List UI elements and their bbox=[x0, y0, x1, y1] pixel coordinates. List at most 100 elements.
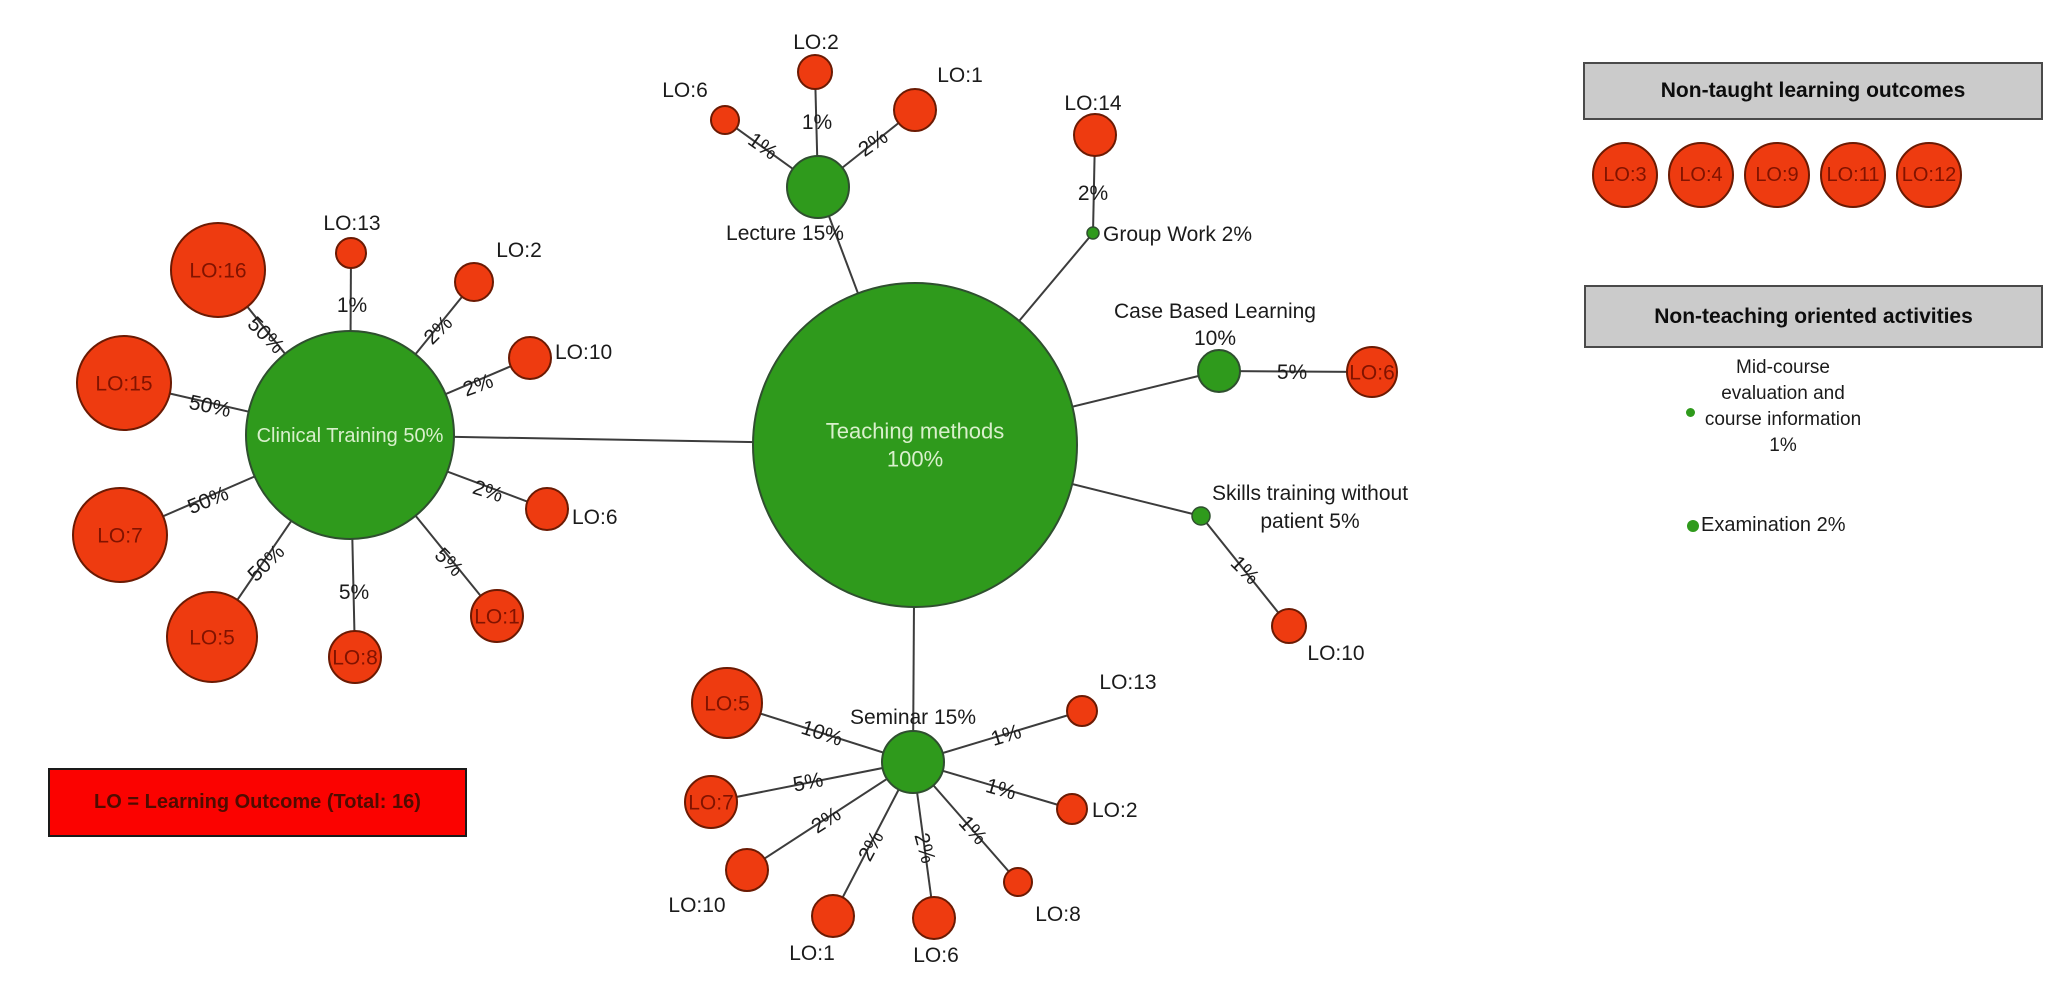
link-seminar-sem_lo7 bbox=[710, 761, 914, 803]
node-label-cli_lo5: LO:5 bbox=[189, 626, 235, 649]
non-teaching-header: Non-teaching oriented activities bbox=[1584, 285, 2043, 348]
node-label-skills: Skills training without patient 5% bbox=[1212, 482, 1408, 533]
node-label-cli_lo1: LO:1 bbox=[474, 605, 520, 628]
svg-text:1%: 1% bbox=[1226, 551, 1264, 589]
node-label-lecture: Lecture 15% bbox=[726, 222, 844, 245]
svg-text:5%: 5% bbox=[1277, 361, 1307, 384]
node-label-cli_lo6: LO:6 bbox=[572, 506, 618, 529]
outcome-node-cli_lo16 bbox=[170, 222, 266, 318]
svg-text:1%: 1% bbox=[802, 111, 832, 134]
legend-box: LO = Learning Outcome (Total: 16) bbox=[48, 768, 467, 837]
method-node-groupwork bbox=[1086, 226, 1100, 240]
non-taught-lo-circle: LO:3 bbox=[1592, 142, 1658, 208]
node-label-ski_lo10: LO:10 bbox=[1307, 642, 1364, 665]
outcome-node-sem_lo5 bbox=[691, 667, 763, 739]
node-label-cli_lo16: LO:16 bbox=[189, 259, 246, 282]
node-label-sem_lo8: LO:8 bbox=[1035, 903, 1081, 926]
svg-text:1%: 1% bbox=[337, 294, 367, 317]
link-label-lecture-lec_lo2: 1% bbox=[802, 111, 832, 134]
non-taught-header: Non-taught learning outcomes bbox=[1583, 62, 2043, 120]
link-label-clinical-cli_lo8: 5% bbox=[339, 581, 369, 604]
outcome-node-sem_lo8 bbox=[1003, 867, 1033, 897]
link-label-skills-ski_lo10: 1% bbox=[1226, 551, 1264, 589]
svg-text:2%: 2% bbox=[1078, 182, 1108, 205]
node-label-cli_lo13: LO:13 bbox=[323, 212, 380, 235]
link-label-clinical-cli_lo15: 50% bbox=[187, 391, 233, 422]
node-label-cli_lo2: LO:2 bbox=[496, 239, 542, 262]
outcome-node-lec_lo6 bbox=[710, 105, 740, 135]
node-label-sem_lo5: LO:5 bbox=[704, 692, 750, 715]
svg-text:50%: 50% bbox=[187, 391, 233, 422]
svg-text:1%: 1% bbox=[744, 128, 782, 164]
link-label-clinical-cli_lo1: 5% bbox=[430, 543, 468, 581]
link-label-clinical-cli_lo16: 50% bbox=[243, 312, 289, 358]
midcourse-label: Mid-course evaluation and course informa… bbox=[1704, 357, 1862, 456]
svg-text:2%: 2% bbox=[854, 125, 892, 161]
link-label-seminar-sem_lo1: 2% bbox=[854, 827, 889, 865]
outcome-node-cbl_lo6 bbox=[1346, 346, 1398, 398]
link-label-seminar-sem_lo7: 5% bbox=[791, 768, 825, 796]
node-label-lec_lo2: LO:2 bbox=[793, 31, 839, 54]
outcome-node-cli_lo8 bbox=[328, 630, 382, 684]
outcome-node-cli_lo1 bbox=[470, 589, 524, 643]
non-taught-lo-circle: LO:11 bbox=[1820, 142, 1886, 208]
non-taught-title: Non-taught learning outcomes bbox=[1660, 79, 1966, 102]
non-teaching-title: Non-teaching oriented activities bbox=[1654, 304, 1973, 328]
link-label-lecture-lec_lo1: 2% bbox=[854, 125, 892, 161]
svg-text:5%: 5% bbox=[339, 581, 369, 604]
outcome-node-cli_lo6 bbox=[525, 487, 569, 531]
svg-text:5%: 5% bbox=[430, 543, 468, 581]
node-label-sem_lo13: LO:13 bbox=[1099, 671, 1156, 694]
method-node-cbl bbox=[1197, 349, 1241, 393]
link-label-groupwork-lo14: 2% bbox=[1078, 182, 1108, 205]
outcome-node-sem_lo7 bbox=[684, 775, 738, 829]
outcome-node-cli_lo2 bbox=[454, 262, 494, 302]
node-label-lec_lo6: LO:6 bbox=[662, 79, 708, 102]
non-taught-lo-circle: LO:12 bbox=[1896, 142, 1962, 208]
outcome-node-sem_lo13 bbox=[1066, 695, 1098, 727]
node-label-sem_lo6: LO:6 bbox=[913, 944, 959, 967]
node-label-teaching: Teaching methods 100% bbox=[826, 419, 1005, 472]
svg-text:1%: 1% bbox=[983, 774, 1019, 804]
legend-text: LO = Learning Outcome (Total: 16) bbox=[94, 791, 421, 813]
non-taught-lo-circle: LO:4 bbox=[1668, 142, 1734, 208]
node-label-cbl: Case Based Learning 10% bbox=[1114, 300, 1316, 350]
nodes-layer bbox=[72, 54, 1398, 940]
svg-text:5%: 5% bbox=[791, 768, 825, 796]
node-label-lo14: LO:14 bbox=[1064, 92, 1122, 115]
outcome-node-lo14 bbox=[1073, 113, 1117, 157]
svg-text:10%: 10% bbox=[798, 716, 845, 751]
link-skills-ski_lo10 bbox=[1200, 515, 1290, 627]
svg-text:1%: 1% bbox=[988, 720, 1024, 751]
node-label-sem_lo2: LO:2 bbox=[1092, 799, 1138, 822]
method-node-clinical bbox=[245, 330, 455, 540]
link-seminar-sem_lo10 bbox=[746, 761, 914, 871]
outcome-node-ski_lo10 bbox=[1271, 608, 1307, 644]
svg-text:2%: 2% bbox=[807, 803, 845, 839]
link-label-clinical-cli_lo6: 2% bbox=[470, 476, 506, 507]
outcome-node-lec_lo2 bbox=[797, 54, 833, 90]
outcome-node-sem_lo10 bbox=[725, 848, 769, 892]
svg-text:2%: 2% bbox=[909, 830, 939, 865]
method-node-lecture bbox=[786, 155, 850, 219]
non-taught-lo-circle: LO:9 bbox=[1744, 142, 1810, 208]
outcome-node-lec_lo1 bbox=[893, 88, 937, 132]
node-label-sem_lo10: LO:10 bbox=[668, 894, 725, 917]
outcome-node-sem_lo1 bbox=[811, 894, 855, 938]
node-label-lec_lo1: LO:1 bbox=[937, 64, 983, 87]
svg-text:2%: 2% bbox=[854, 827, 889, 865]
link-label-cbl-cbl_lo6: 5% bbox=[1277, 361, 1307, 384]
link-label-clinical-cli_lo13: 1% bbox=[337, 294, 367, 317]
node-labels-layer: Teaching methods 100% Clinical Training 50… bbox=[95, 31, 1408, 967]
method-node-seminar bbox=[881, 730, 945, 794]
node-label-clinical: Clinical Training 50% bbox=[257, 425, 444, 447]
svg-text:50%: 50% bbox=[243, 312, 289, 358]
link-label-seminar-sem_lo2: 1% bbox=[983, 774, 1019, 804]
method-node-teaching bbox=[752, 282, 1078, 608]
node-label-cli_lo8: LO:8 bbox=[332, 646, 378, 669]
method-node-skills bbox=[1191, 506, 1211, 526]
midcourse-dot bbox=[1686, 408, 1695, 417]
outcome-node-cli_lo15 bbox=[76, 335, 172, 431]
